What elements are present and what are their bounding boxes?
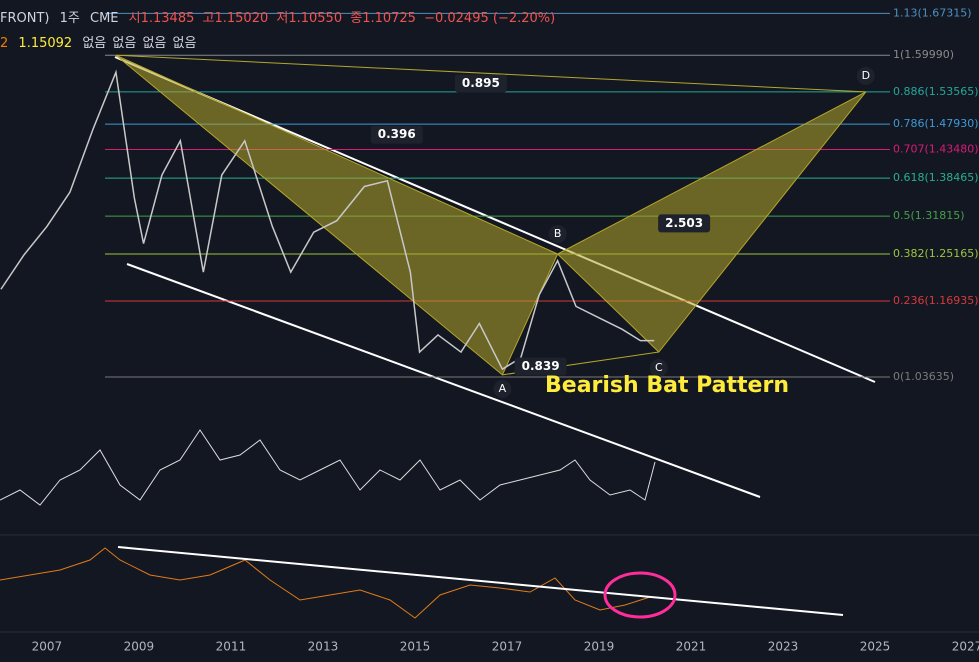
pattern-label: 2.503	[665, 216, 703, 230]
label-box	[370, 125, 423, 144]
pattern-label: 0.895	[462, 76, 500, 90]
x-tick-label: 2015	[400, 640, 431, 654]
x-tick-label: 2025	[860, 640, 891, 654]
pattern-point-bg	[856, 66, 875, 85]
pattern-leg	[115, 54, 866, 93]
y-tick-label: 0(1.03635)	[893, 370, 954, 383]
x-tick-label: 2023	[768, 640, 799, 654]
label-box	[514, 357, 567, 376]
header-item: 시1.13485	[129, 11, 195, 26]
header-line: 2 1.15092 없음 없음 없음 없음	[0, 36, 196, 51]
label-box	[454, 74, 507, 93]
y-tick-label: 0.886(1.53565)	[893, 85, 979, 98]
y-tick-label: 0.236(1.16935)	[893, 294, 979, 307]
header-item: 종1.10725	[350, 11, 416, 26]
y-tick-label: 0.382(1.25165)	[893, 247, 979, 260]
pattern-point-label: B	[554, 227, 562, 240]
x-tick-label: 2021	[676, 640, 707, 654]
header-item: 없음	[173, 36, 197, 51]
y-tick-label: 1.13(1.67315)	[893, 6, 972, 19]
pattern-point-bg	[493, 379, 512, 398]
header-item: 없음	[142, 36, 166, 51]
header-item: CME	[90, 11, 119, 26]
header-line: FRONT) 1주 CME 시1.13485 고1.15020 저1.10550…	[0, 11, 555, 26]
x-tick-label: 2009	[124, 640, 155, 654]
pattern-label: 0.396	[378, 127, 416, 141]
x-tick-label: 2013	[308, 640, 339, 654]
header-item: 없음	[82, 36, 106, 51]
pattern-point-bg	[649, 359, 668, 378]
volume-line	[0, 429, 656, 506]
y-tick-label: 0.5(1.31815)	[893, 209, 965, 222]
pattern-point-label: C	[655, 361, 663, 374]
header-item: 1주	[60, 11, 80, 26]
x-tick-label: 2027	[952, 640, 979, 654]
label-box	[658, 214, 711, 233]
x-tick-label: 2011	[216, 640, 247, 654]
pattern-triangle	[115, 54, 559, 376]
oscillator-line	[0, 547, 651, 619]
trend-line	[126, 263, 761, 498]
annotation: Bearish Bat Pattern	[545, 373, 789, 398]
y-tick-label: 0.618(1.38465)	[893, 171, 979, 184]
highlight-circle	[603, 571, 677, 619]
price-line	[0, 69, 655, 371]
pattern-label: 0.839	[522, 359, 560, 373]
pattern-point-label: D	[862, 69, 870, 82]
header-item: 저1.10550	[276, 11, 342, 26]
header-item: 없음	[112, 36, 136, 51]
y-tick-label: 0.786(1.47930)	[893, 117, 979, 130]
x-tick-label: 2007	[32, 640, 63, 654]
x-tick-label: 2017	[492, 640, 523, 654]
y-tick-label: 1(1.59990)	[893, 48, 954, 61]
trend-line	[117, 546, 844, 616]
header-item: 2	[0, 36, 8, 51]
header-item: 고1.15020	[203, 11, 269, 26]
pattern-point-bg	[548, 225, 567, 244]
header-item: FRONT)	[0, 11, 49, 26]
header-item: −0.02495 (−2.20%)	[424, 11, 555, 26]
trend-line	[114, 56, 876, 383]
x-tick-label: 2019	[584, 640, 615, 654]
pattern-point-label: A	[499, 382, 507, 395]
y-tick-label: 0.707(1.43480)	[893, 142, 979, 155]
header-item: 1.15092	[18, 36, 72, 51]
pattern-triangle	[556, 91, 867, 353]
